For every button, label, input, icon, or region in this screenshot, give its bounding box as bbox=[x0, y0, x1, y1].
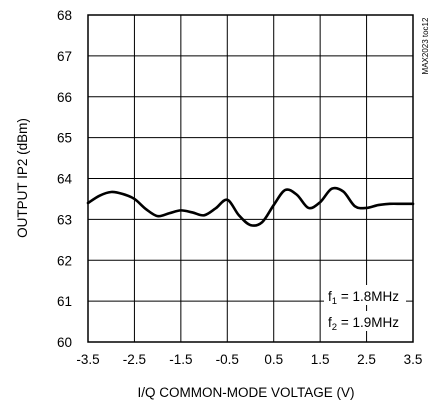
x-tick-label-1: -2.5 bbox=[123, 352, 146, 367]
y-tick-label-5: 65 bbox=[57, 131, 72, 146]
x-tick-label-7: 3.5 bbox=[404, 352, 423, 367]
annotation-f2-value: = 1.9MHz bbox=[337, 315, 399, 330]
x-axis-label: I/Q COMMON-MODE VOLTAGE (V) bbox=[137, 385, 354, 400]
watermark-label: MAX2023 toc12 bbox=[421, 17, 430, 74]
y-tick-label-8: 68 bbox=[57, 8, 72, 23]
series-line-output-ip2 bbox=[88, 188, 413, 226]
x-tick-label-0: -3.5 bbox=[76, 352, 99, 367]
x-tick-labels: -3.5 -2.5 -1.5 -0.5 0.5 1.5 2.5 3.5 bbox=[76, 352, 422, 367]
y-tick-label-2: 62 bbox=[57, 253, 72, 268]
y-tick-labels: 60 61 62 63 64 65 66 67 68 bbox=[57, 8, 73, 350]
y-tick-label-6: 66 bbox=[57, 90, 72, 105]
annotation-f1-value: = 1.8MHz bbox=[337, 289, 399, 304]
y-tick-label-0: 60 bbox=[57, 335, 72, 350]
y-tick-label-1: 61 bbox=[57, 294, 72, 309]
x-tick-label-5: 1.5 bbox=[311, 352, 330, 367]
x-tick-label-3: -0.5 bbox=[216, 352, 239, 367]
y-axis-label: OUTPUT IP2 (dBm) bbox=[15, 118, 30, 238]
y-tick-label-4: 64 bbox=[57, 172, 73, 187]
y-tick-label-3: 63 bbox=[57, 212, 72, 227]
x-tick-label-2: -1.5 bbox=[169, 352, 192, 367]
y-tick-label-7: 67 bbox=[57, 49, 72, 64]
x-tick-label-6: 2.5 bbox=[357, 352, 376, 367]
x-tick-label-4: 0.5 bbox=[264, 352, 283, 367]
